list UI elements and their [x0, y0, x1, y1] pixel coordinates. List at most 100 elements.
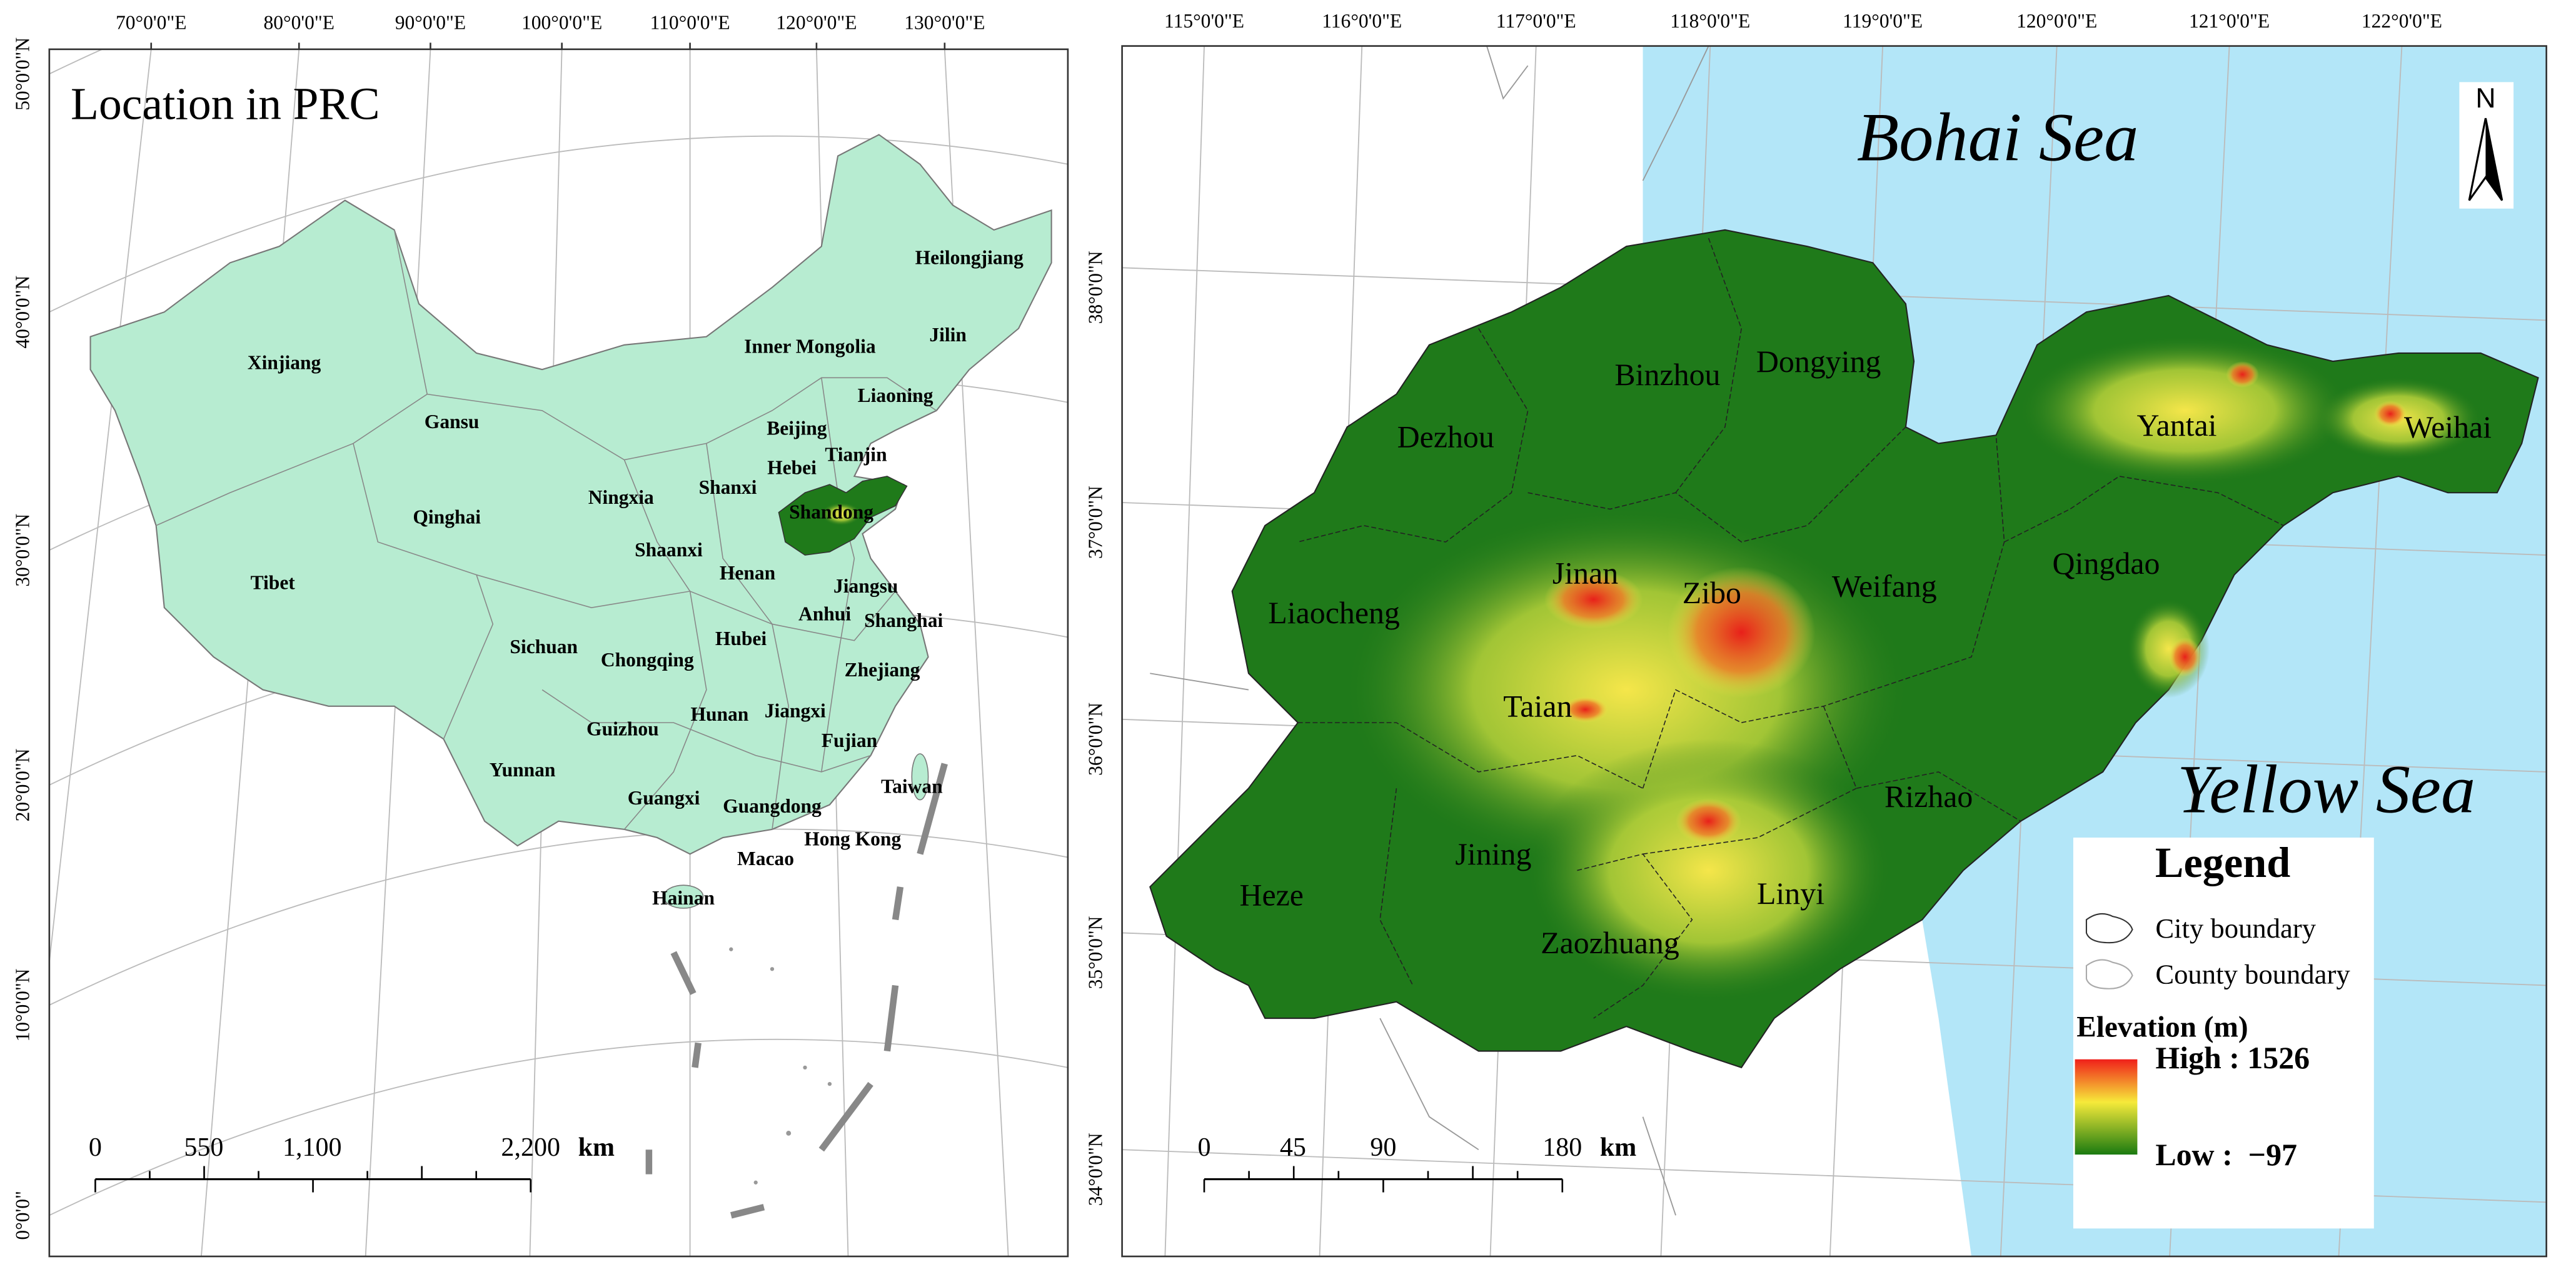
scale-bar-label: 2,200	[501, 1133, 560, 1162]
city-boundary	[1527, 426, 1906, 543]
scale-bar-label: 90	[1370, 1133, 1396, 1162]
longitude-label: 70°0'0"E	[116, 12, 186, 34]
island	[827, 1081, 832, 1086]
legend-county-swatch	[2085, 959, 2133, 989]
region-label: Fujian	[822, 729, 878, 751]
latitude-label: 50°0'0"N	[12, 38, 34, 111]
hainan-island	[663, 884, 704, 909]
province-boundary	[476, 574, 896, 641]
left-frame	[48, 48, 1069, 1258]
scale-bar-unit: km	[578, 1133, 615, 1162]
city-boundaries	[1297, 238, 2284, 1019]
province-boundary	[623, 459, 707, 830]
city-boundary	[1297, 722, 1643, 789]
legend-item: City boundary	[2155, 913, 2316, 944]
province-boundaries	[156, 229, 937, 830]
longitude-label: 118°0'0"E	[1670, 10, 1750, 32]
left-map-body	[49, 49, 1068, 1257]
latitude-label: 35°0'0"N	[1084, 916, 1106, 989]
legend-box	[2073, 838, 2374, 1229]
region-label: Guizhou	[586, 718, 659, 739]
region-label: Chongqing	[601, 649, 694, 671]
longitude-label: 119°0'0"E	[1843, 10, 1923, 32]
province-boundary	[427, 377, 937, 461]
china-outline	[89, 134, 1052, 855]
parallel	[49, 828, 1068, 1006]
region-label: Shanxi	[699, 476, 757, 498]
island	[786, 1131, 792, 1136]
region-label: Taiwan	[881, 775, 943, 797]
meridian	[1164, 46, 1205, 1257]
relief-peak	[2373, 401, 2407, 428]
south-china-sea-dashes	[645, 763, 948, 1219]
region-label: Liaoning	[858, 384, 933, 406]
region-label: Jiangxi	[765, 700, 826, 722]
latitude-label: 36°0'0"N	[1084, 703, 1106, 776]
latitude-label: 40°0'0"N	[12, 276, 34, 349]
legend-item: County boundary	[2155, 959, 2350, 990]
map-title: Location in PRC	[71, 78, 380, 129]
scale-bar-label: 0	[1197, 1133, 1210, 1162]
sea-label: Yellow Sea	[2177, 751, 2475, 828]
region-label: Beijing	[767, 418, 827, 439]
city-label: Jining	[1455, 837, 1531, 871]
city-label: Zibo	[1683, 576, 1741, 610]
city-label: Dezhou	[1397, 420, 1494, 454]
island	[753, 1180, 758, 1184]
city-label: Yantai	[2136, 408, 2216, 443]
region-label: Inner Mongolia	[744, 335, 876, 357]
province-boundary	[541, 689, 871, 773]
region-label: Xinjiang	[248, 352, 321, 374]
region-label: Hunan	[690, 703, 748, 725]
region-label: Sichuan	[510, 636, 578, 658]
scale-bar-label: 1,100	[283, 1133, 342, 1162]
north-arrow-fill	[2485, 118, 2502, 201]
city-label: Binzhou	[1614, 358, 1720, 392]
latitude-label: 0°0'0"	[12, 1191, 34, 1239]
region-label: Macao	[737, 848, 794, 869]
scale-bar-label: 0	[89, 1133, 102, 1162]
island	[803, 1065, 807, 1070]
legend-city-swatch	[2085, 913, 2133, 944]
elevation-color-ramp	[2075, 1059, 2138, 1155]
longitude-label: 100°0'0"E	[521, 12, 602, 34]
longitude-label: 130°0'0"E	[904, 12, 985, 34]
region-label: Henan	[720, 562, 776, 584]
city-label: Linyi	[1757, 876, 1824, 911]
province-boundary	[821, 378, 855, 773]
right-frame	[1121, 45, 2547, 1258]
region-label: Anhui	[798, 603, 851, 625]
legend-high-label: High : 1526	[2155, 1041, 2310, 1075]
region-label: Heilongjiang	[915, 246, 1024, 268]
longitude-label: 117°0'0"E	[1496, 10, 1576, 32]
city-label: Weihai	[2404, 410, 2492, 444]
taiwan-island	[911, 753, 929, 801]
relief-peak	[1676, 798, 1742, 844]
relief	[1527, 739, 1889, 1002]
scale-bar-label: 180	[1542, 1133, 1582, 1162]
city-boundary	[2004, 476, 2284, 543]
meridian	[49, 49, 152, 968]
region-label: Gansu	[425, 411, 480, 433]
city-label: Rizhao	[1884, 779, 1973, 814]
longitude-label: 122°0'0"E	[2362, 10, 2442, 32]
south-china-sea-islands	[729, 947, 832, 1184]
island	[770, 967, 775, 971]
region-label: Shandong	[789, 501, 873, 523]
city-label: Heze	[1239, 878, 1304, 913]
region-label: Qinghai	[413, 506, 481, 528]
parallel	[49, 135, 1068, 313]
longitude-label: 121°0'0"E	[2189, 10, 2270, 32]
shandong-inset-relief	[821, 503, 861, 526]
region-label: Guangxi	[628, 787, 700, 809]
labels: 70°0'0"E 80°0'0"E 90°0'0"E 100°0'0"E 110°0'0…	[12, 10, 2496, 1240]
longitude-label: 115°0'0"E	[1164, 10, 1244, 32]
sea-label: Bohai Sea	[1857, 99, 2138, 176]
longitude-label: 116°0'0"E	[1322, 10, 1402, 32]
region-label: Tianjin	[825, 444, 887, 466]
parallel	[49, 1038, 1068, 1216]
region-label: Hainan	[652, 887, 715, 909]
city-label: Liaocheng	[1268, 596, 1400, 630]
